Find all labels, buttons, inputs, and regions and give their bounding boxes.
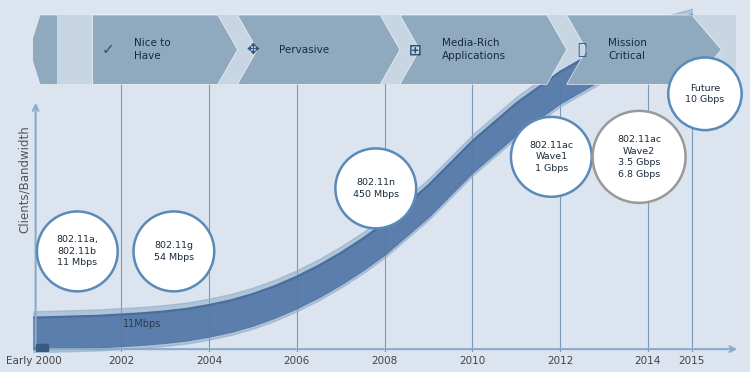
Ellipse shape: [592, 111, 686, 203]
Ellipse shape: [335, 148, 416, 228]
Ellipse shape: [511, 117, 592, 197]
FancyBboxPatch shape: [40, 15, 736, 84]
Ellipse shape: [37, 211, 118, 291]
Bar: [36, 344, 48, 351]
Text: ✥: ✥: [247, 42, 259, 57]
Text: Future
10 Gbps: Future 10 Gbps: [686, 84, 724, 104]
Polygon shape: [567, 15, 722, 84]
Ellipse shape: [668, 58, 742, 130]
Text: ⊞: ⊞: [409, 42, 422, 57]
Text: 802.11a,
802.11b
11 Mbps: 802.11a, 802.11b 11 Mbps: [56, 235, 98, 267]
Text: Nice to
Have: Nice to Have: [134, 38, 171, 61]
Text: 802.11g
54 Mbps: 802.11g 54 Mbps: [154, 241, 194, 262]
Polygon shape: [93, 15, 238, 84]
Y-axis label: Clients/Bandwidth: Clients/Bandwidth: [18, 125, 31, 233]
Polygon shape: [29, 15, 58, 84]
Text: 11Mbps: 11Mbps: [124, 319, 162, 328]
Text: 802.11ac
Wave2
3.5 Gbps
6.8 Gbps: 802.11ac Wave2 3.5 Gbps 6.8 Gbps: [617, 135, 662, 179]
Text: Media-Rich
Applications: Media-Rich Applications: [442, 38, 506, 61]
Text: ✓: ✓: [102, 42, 115, 57]
Text: 802.11n
450 Mbps: 802.11n 450 Mbps: [352, 178, 399, 199]
Text: ⌖: ⌖: [578, 42, 586, 57]
Polygon shape: [238, 15, 400, 84]
Text: 802.11ac
Wave1
1 Gbps: 802.11ac Wave1 1 Gbps: [530, 141, 574, 173]
Text: Mission
Critical: Mission Critical: [608, 38, 647, 61]
Polygon shape: [400, 15, 567, 84]
Text: Pervasive: Pervasive: [279, 45, 329, 55]
Ellipse shape: [134, 211, 214, 291]
